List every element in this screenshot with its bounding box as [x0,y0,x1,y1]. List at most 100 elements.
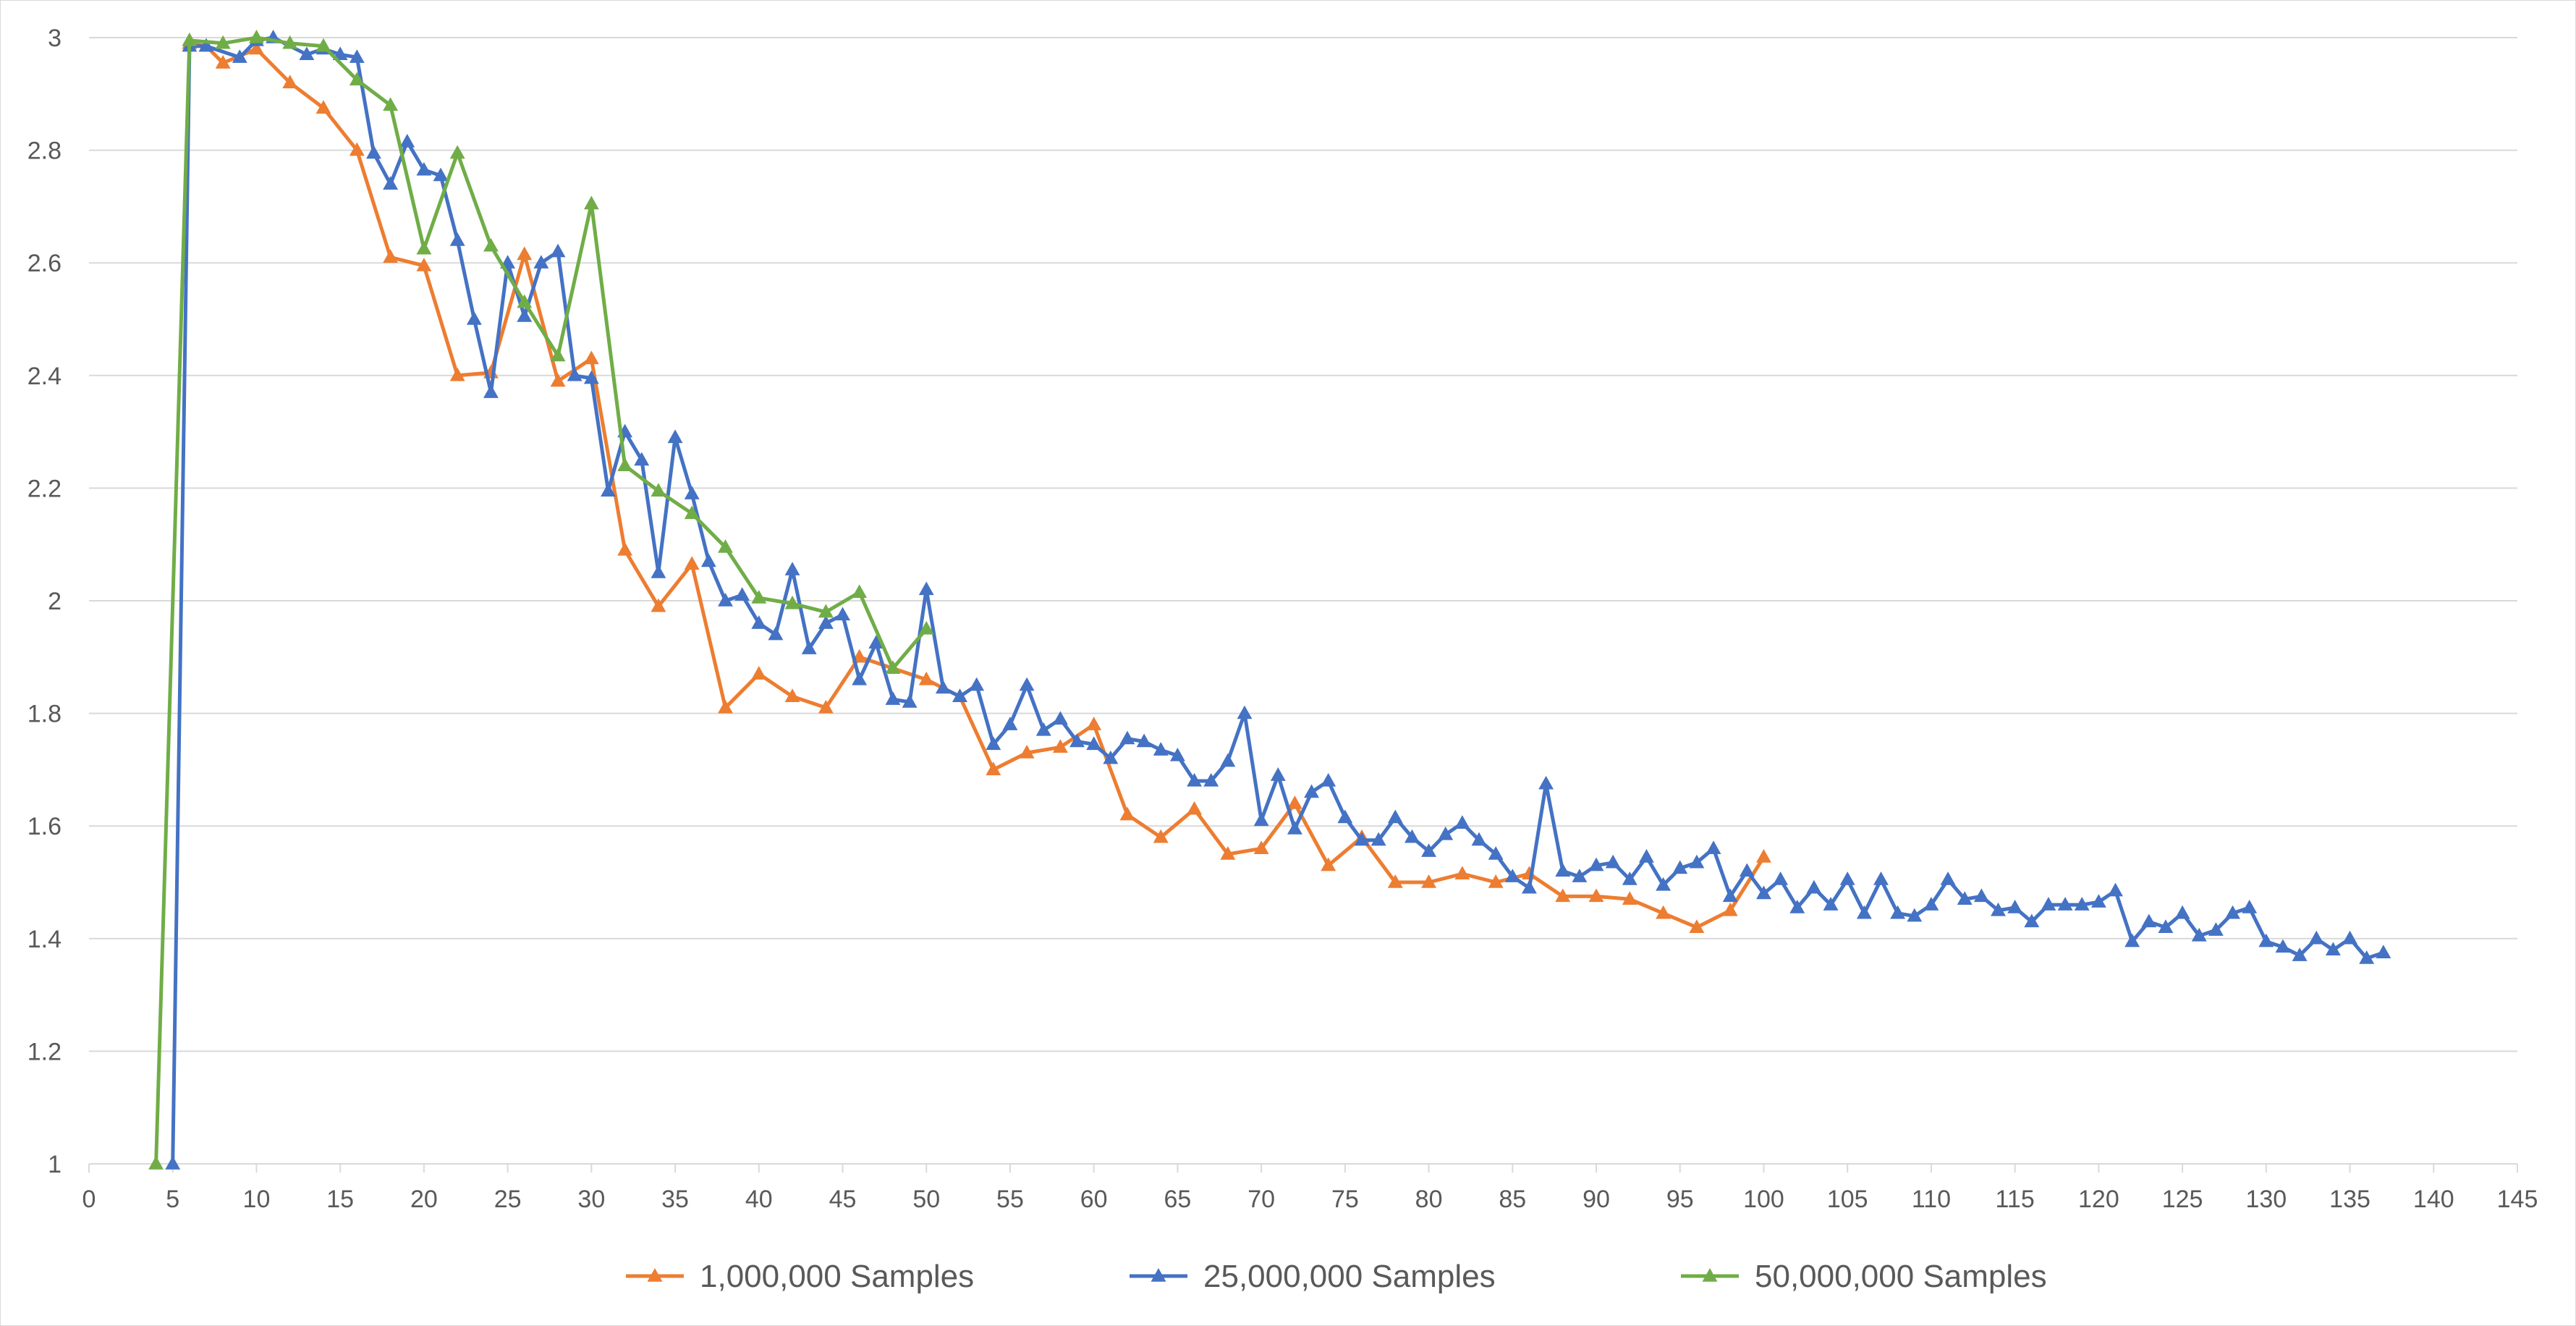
x-tick-label: 75 [1331,1186,1359,1213]
data-point [651,598,666,612]
data-point [1187,772,1203,787]
data-point [1438,826,1454,840]
data-point [433,167,449,182]
data-point [2090,894,2106,908]
data-point [1103,750,1119,764]
data-point [517,308,533,322]
series-1 [182,35,1771,933]
data-point [1019,677,1035,691]
data-point [1706,840,1721,855]
data-point [248,30,264,43]
data-point [1622,871,1637,885]
data-point [1973,888,1989,903]
data-point [1806,879,1822,894]
data-point [1035,722,1051,736]
gridlines [89,37,2517,1052]
data-point [852,584,868,599]
data-point [315,38,331,52]
data-point [2208,922,2224,936]
data-point [416,161,432,176]
data-point [1321,857,1336,871]
data-point [232,49,247,63]
y-tick-label: 2.2 [27,475,62,502]
data-point [852,671,868,685]
data-point [784,688,800,702]
data-point [751,615,767,629]
data-point [1656,905,1672,919]
data-point [1890,905,1906,919]
data-point [1588,888,1604,903]
data-point [1421,843,1437,857]
data-point [918,581,934,596]
data-point [1622,891,1637,905]
legend: 1,000,000 Samples 25,000,000 Samples 50,00… [626,1259,2047,1294]
data-point [248,41,264,55]
data-point [818,699,834,714]
data-point [935,680,951,694]
data-point [383,176,399,190]
data-point [617,541,633,556]
data-point [751,590,767,604]
data-point [1404,829,1420,843]
data-point [2174,905,2190,919]
data-point [349,49,365,63]
data-point [1689,919,1705,933]
data-point [986,761,1001,776]
data-point [902,694,918,708]
data-point [1287,821,1302,835]
data-point [1019,745,1035,759]
data-point [1203,772,1219,787]
data-point [399,133,415,148]
legend-marker [1151,1268,1166,1282]
data-point [1086,717,1102,730]
data-point [617,457,633,471]
data-point [1052,739,1068,753]
x-tick-label: 100 [1743,1186,1784,1213]
data-point [1588,857,1604,871]
x-tick-label: 0 [82,1186,96,1213]
x-tick-label: 15 [326,1186,354,1213]
data-point [885,660,901,675]
data-point [383,97,399,111]
y-tick-label: 1.6 [27,813,62,840]
data-point [1454,815,1470,829]
x-tick-label: 85 [1499,1186,1526,1213]
y-tick-label: 2.4 [27,363,62,390]
data-point [2308,930,2324,945]
data-point [182,32,198,46]
legend-label: 25,000,000 Samples [1203,1259,1496,1294]
data-point [1504,869,1520,882]
data-point [1689,854,1705,869]
data-point [148,1156,164,1170]
x-tick-label: 135 [2329,1186,2370,1213]
data-point [449,145,465,159]
data-point [1522,879,1537,894]
data-point [1287,795,1302,809]
data-point [918,620,934,635]
data-point [1270,767,1286,781]
data-point [2007,900,2023,913]
x-tick-label: 25 [494,1186,522,1213]
x-tick-label: 65 [1164,1186,1191,1213]
data-point [416,240,432,255]
data-point [2141,913,2157,928]
y-tick-label: 1.2 [27,1038,62,1065]
data-point [583,350,599,365]
data-point [1086,736,1102,751]
data-point [1153,742,1169,756]
x-tick-label: 145 [2497,1186,2538,1213]
data-point [918,671,934,685]
data-point [1873,871,1889,885]
data-point [1756,885,1771,900]
data-point [1237,705,1253,719]
legend-item: 50,000,000 Samples [1681,1259,2047,1294]
x-tick-label: 35 [661,1186,689,1213]
data-point [1940,871,1956,885]
data-point [1454,866,1470,880]
data-point [1572,869,1588,882]
series-2 [165,30,2391,1170]
x-tick-label: 115 [1996,1186,2035,1213]
y-tick-label: 1 [48,1151,62,1178]
x-tick-label: 130 [2245,1186,2287,1213]
